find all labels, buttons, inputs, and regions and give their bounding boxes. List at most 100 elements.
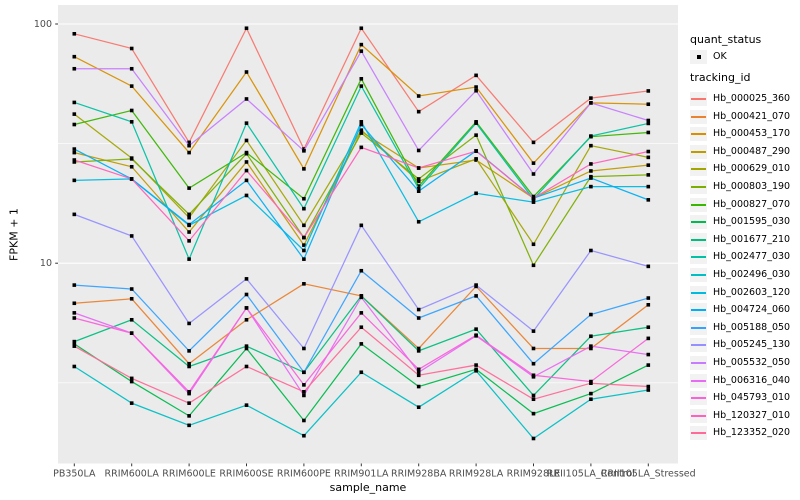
legend-key-swatch — [690, 408, 707, 423]
data-point — [474, 327, 478, 331]
data-point — [646, 352, 651, 357]
data-point — [416, 109, 421, 114]
data-point — [302, 167, 306, 171]
data-point — [187, 257, 191, 261]
data-point — [302, 282, 306, 286]
legend-item-label: Hb_000803_190 — [713, 181, 791, 192]
data-point — [244, 193, 249, 198]
x-tick-label: RRIM928LE — [507, 469, 561, 480]
data-point — [646, 173, 651, 177]
data-point — [646, 303, 651, 307]
legend-key-line-icon — [691, 362, 706, 364]
data-point — [129, 66, 134, 71]
data-point — [359, 120, 364, 124]
data-point — [416, 316, 421, 320]
legend-key-line-icon — [691, 238, 706, 241]
legend-key-line-icon — [691, 274, 706, 276]
data-point — [416, 405, 421, 410]
data-point — [474, 149, 478, 153]
data-point — [474, 85, 478, 89]
data-point — [187, 361, 191, 366]
data-point — [416, 166, 421, 170]
x-tick-label: RRII105LA_Stressed — [601, 469, 696, 480]
data-point — [302, 223, 306, 228]
data-point — [589, 344, 593, 348]
legend-key-line-icon — [691, 168, 706, 171]
data-point — [589, 143, 593, 148]
legend-title-tracking-id: tracking_id — [690, 71, 751, 84]
legend-key-line-icon — [691, 115, 706, 118]
data-point — [302, 370, 306, 375]
data-point — [531, 397, 536, 402]
data-point — [187, 321, 191, 326]
data-point — [359, 342, 364, 346]
data-point — [72, 158, 77, 162]
data-point — [72, 54, 77, 59]
data-point — [129, 287, 134, 291]
data-point — [416, 307, 421, 312]
data-point — [244, 346, 249, 351]
data-point — [244, 150, 249, 155]
data-point — [244, 364, 249, 369]
data-point — [416, 148, 421, 153]
legend-item-label: Hb_004724_060 — [713, 304, 791, 316]
data-point — [531, 436, 536, 441]
data-point — [244, 277, 249, 281]
data-point — [531, 329, 536, 333]
legend-key-line-icon — [691, 344, 706, 347]
data-point — [416, 179, 421, 184]
data-point — [531, 140, 536, 145]
data-point — [531, 200, 536, 204]
data-point — [129, 120, 134, 124]
data-point — [244, 168, 249, 173]
data-point — [416, 184, 421, 188]
data-point — [646, 155, 651, 160]
x-tick-label: RRIM928LA — [449, 469, 504, 480]
data-point — [72, 112, 77, 116]
data-point — [646, 336, 651, 341]
data-point — [72, 316, 77, 320]
legend-key-swatch — [690, 232, 707, 247]
data-point — [531, 411, 536, 416]
data-point — [72, 342, 77, 346]
legend-key-line-icon — [691, 256, 706, 259]
data-point — [187, 222, 191, 227]
data-point — [646, 363, 651, 367]
data-point — [359, 122, 364, 127]
data-point — [72, 31, 77, 36]
data-point — [531, 263, 536, 268]
legend-item-label: Hb_123352_020 — [713, 427, 791, 439]
data-point — [129, 317, 134, 322]
data-point — [646, 163, 651, 167]
data-point — [302, 149, 306, 153]
legend-key-swatch — [690, 197, 707, 212]
x-tick-label: PB350LA — [53, 469, 96, 480]
data-point — [244, 178, 249, 183]
data-point — [244, 26, 249, 31]
data-point — [187, 143, 191, 148]
legend-item-label: Hb_000025_360 — [713, 93, 791, 104]
legend-key-swatch — [690, 426, 707, 441]
legend-key-swatch — [690, 373, 707, 388]
legend-item-label: Hb_045793_010 — [713, 392, 791, 404]
data-point — [416, 367, 421, 372]
data-point — [531, 393, 536, 398]
data-point — [646, 102, 651, 107]
data-point — [129, 177, 134, 181]
data-point — [129, 331, 134, 335]
x-tick-label: RRIM901LA — [334, 469, 389, 480]
legend-key-swatch — [690, 285, 707, 300]
data-point — [129, 401, 134, 405]
data-point — [187, 186, 191, 190]
legend-key-swatch — [690, 320, 707, 335]
data-point — [72, 100, 77, 105]
data-point — [129, 296, 134, 301]
data-point — [244, 160, 249, 164]
legend-label-ok: OK — [713, 51, 727, 62]
data-point — [302, 389, 306, 394]
x-axis-title: sample_name — [329, 481, 407, 494]
legend-item-label: Hb_000629_010 — [713, 163, 791, 175]
x-tick-label: RRIM600LE — [162, 469, 216, 480]
legend-item-label: Hb_005245_130 — [713, 339, 791, 351]
data-point — [589, 381, 593, 386]
